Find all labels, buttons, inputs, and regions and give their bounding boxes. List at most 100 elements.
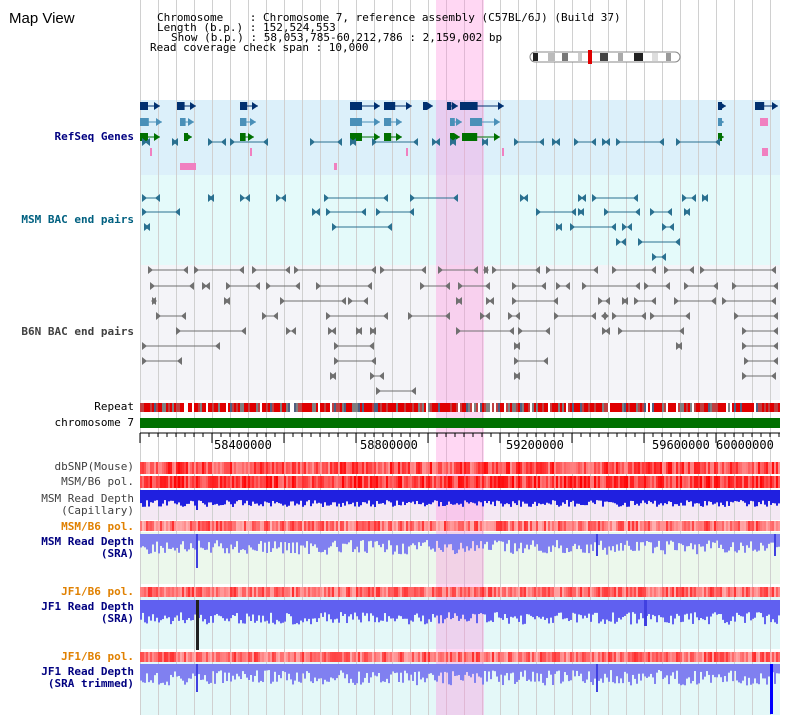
read-depth-bar [470,534,472,549]
read-depth-bar [544,600,546,620]
read-depth-bar [726,534,728,553]
repeat-element [464,403,466,412]
polymorphism-cell [528,462,530,474]
repeat-element [390,403,392,412]
read-depth-bar [316,490,318,504]
read-depth-bar [174,490,176,504]
polymorphism-cell [576,652,578,662]
polymorphism-cell [274,587,276,597]
bac-end-marker [328,327,333,335]
bac-end-marker [605,138,610,146]
msm-b6-pol-label-1[interactable]: MSM/B6 pol. [61,475,134,488]
read-depth-bar [674,534,676,551]
read-depth-bar [152,490,154,503]
bac-end-marker [508,312,513,320]
read-depth-bar [238,490,240,501]
read-depth-bar [600,600,602,622]
repeat-element [602,403,604,412]
read-depth-bar [170,534,172,549]
bac-end-marker [734,312,739,320]
msm-b6-pol-label-2[interactable]: MSM/B6 pol. [61,520,134,533]
read-depth-spike [774,534,776,556]
polymorphism-cell [320,476,322,488]
polymorphism-cell [696,652,698,662]
b6n-bac-label[interactable]: B6N BAC end pairs [21,325,134,338]
polymorphism-cell [288,521,290,531]
jf1-read-depth-sra-label[interactable]: JF1 Read Depth [41,600,134,613]
read-depth-bar [720,600,722,615]
polymorphism-cell [722,476,724,488]
read-depth-bar [358,490,360,507]
polymorphism-cell [762,521,764,531]
polymorphism-cell [720,587,722,597]
read-depth-bar [264,534,266,543]
polymorphism-cell [388,521,390,531]
repeat-element [622,403,624,412]
polymorphism-cell [446,476,448,488]
read-depth-bar [420,534,422,546]
refseq-genes-label[interactable]: RefSeq Genes [54,130,134,143]
msm-bac-label[interactable]: MSM BAC end pairs [21,213,134,226]
polymorphism-cell [672,521,674,531]
polymorphism-cell [374,462,376,474]
msm-read-depth-capillary-label[interactable]: MSM Read Depth [41,492,134,505]
read-depth-bar [704,600,706,621]
polymorphism-cell [672,652,674,662]
read-depth-bar [472,490,474,503]
polymorphism-cell [544,587,546,597]
bac-end-marker [230,138,235,146]
read-depth-bar [532,600,534,618]
polymorphism-cell [350,462,352,474]
read-depth-bar [750,534,752,542]
bac-end-marker [312,208,317,216]
repeat-label[interactable]: Repeat [94,400,134,413]
read-depth-bar [572,534,574,546]
polymorphism-cell [220,521,222,531]
repeat-element [322,403,324,412]
read-depth-bar [520,664,522,672]
chromosome-track-label[interactable]: chromosome 7 [54,416,134,429]
dbsnp-label[interactable]: dbSNP(Mouse) [54,460,134,473]
read-depth-bar [232,600,234,616]
msm-read-depth-sra-label[interactable]: MSM Read Depth [41,535,134,548]
jf1-read-depth-trimmed-label[interactable]: JF1 Read Depth [41,665,134,678]
bac-end-marker [435,138,440,146]
read-depth-bar [230,600,232,619]
gene-arrow [456,118,462,126]
polymorphism-cell [618,652,620,662]
repeat-element [554,403,556,412]
polymorphism-cell [218,462,220,474]
repeat-element [148,403,150,412]
polymorphism-cell [288,587,290,597]
polymorphism-cell [166,652,168,662]
polymorphism-cell [264,652,266,662]
bac-end-marker [142,208,147,216]
read-depth-bar [554,534,556,548]
jf1-b6-pol-label-1[interactable]: JF1/B6 pol. [61,585,134,598]
read-depth-bar [710,490,712,502]
polymorphism-cell [666,476,668,488]
polymorphism-cell [654,652,656,662]
polymorphism-cell [366,462,368,474]
read-depth-bar [610,490,612,503]
grid-line [698,0,699,715]
read-depth-bar [766,600,768,616]
polymorphism-cell [158,521,160,531]
polymorphism-cell [414,521,416,531]
read-depth-bar [776,534,778,548]
read-depth-bar [290,534,292,554]
read-depth-bar [478,664,480,677]
polymorphism-cell [772,587,774,597]
polymorphism-cell [386,587,388,597]
jf1-b6-pol-label-2[interactable]: JF1/B6 pol. [61,650,134,663]
read-depth-bar [658,600,660,616]
read-depth-bar [270,664,272,684]
bac-end-marker [570,223,575,231]
polymorphism-cell [544,462,546,474]
read-depth-bar [570,490,572,502]
polymorphism-cell [170,587,172,597]
polymorphism-cell [454,476,456,488]
read-depth-bar [444,664,446,672]
polymorphism-cell [302,476,304,488]
